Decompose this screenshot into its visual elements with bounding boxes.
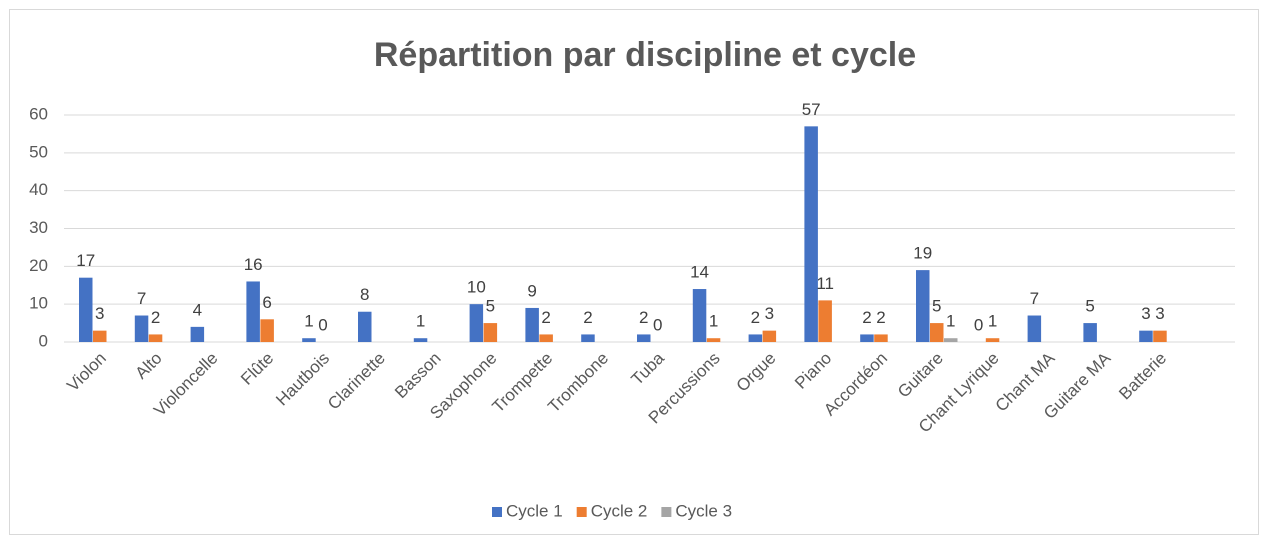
y-tick-label: 10 (29, 294, 48, 313)
value-label: 2 (876, 308, 885, 327)
bar (874, 334, 888, 342)
value-label: 2 (583, 308, 592, 327)
bar (358, 311, 372, 342)
legend-swatch (661, 507, 672, 517)
bar (748, 334, 763, 342)
value-label: 16 (244, 255, 263, 274)
legend-swatch (492, 507, 502, 517)
value-label: 5 (486, 297, 495, 316)
legend-label: Cycle 1 (506, 501, 563, 520)
chart-title: Répartition par discipline et cycle (374, 36, 916, 74)
y-tick-label: 50 (29, 142, 48, 161)
bar (762, 330, 777, 342)
bar (706, 338, 721, 342)
value-label: 1 (416, 312, 425, 331)
value-label: 2 (151, 308, 160, 327)
y-tick-label: 30 (29, 218, 48, 237)
legend-label: Cycle 2 (591, 501, 648, 520)
bar (134, 315, 149, 342)
legend-label: Cycle 3 (675, 501, 732, 520)
value-label: 5 (932, 297, 941, 316)
value-label: 8 (360, 285, 369, 304)
value-label: 7 (137, 289, 146, 308)
bar (1027, 315, 1042, 342)
value-label: 2 (541, 308, 550, 327)
value-label: 2 (639, 308, 648, 327)
chart-border (9, 9, 1259, 535)
bar (148, 334, 163, 342)
bar (79, 277, 93, 342)
value-label: 0 (318, 315, 327, 334)
bar (525, 307, 539, 342)
value-label: 2 (751, 308, 760, 327)
value-label: 1 (988, 312, 997, 331)
bar (1083, 323, 1097, 342)
bar (483, 323, 498, 342)
bar (302, 338, 316, 342)
value-label: 1 (946, 312, 955, 331)
value-label: 3 (1155, 304, 1164, 323)
bar (260, 319, 274, 342)
y-tick-label: 0 (39, 331, 48, 350)
bar (637, 334, 651, 342)
bar (985, 338, 1000, 342)
value-label: 14 (690, 263, 709, 282)
bar (93, 330, 107, 342)
bar (692, 289, 707, 342)
value-label: 17 (76, 251, 95, 270)
bar (944, 338, 958, 342)
bar (804, 126, 818, 342)
value-label: 4 (193, 300, 202, 319)
bar (539, 334, 553, 342)
bar (246, 281, 260, 342)
value-label: 7 (1030, 289, 1039, 308)
value-label: 2 (862, 308, 871, 327)
value-label: 1 (709, 312, 718, 331)
y-tick-label: 60 (29, 104, 48, 123)
bar (413, 338, 428, 342)
value-label: 3 (95, 304, 104, 323)
bar (860, 334, 874, 342)
bar (1153, 330, 1167, 342)
value-label: 0 (974, 315, 983, 334)
value-label: 3 (1141, 304, 1150, 323)
legend-swatch (576, 507, 587, 517)
value-label: 9 (527, 281, 536, 300)
bar (1139, 330, 1153, 342)
bar (930, 323, 944, 342)
bar (916, 270, 930, 342)
value-label: 0 (653, 315, 662, 334)
bar (581, 334, 595, 342)
value-label: 1 (304, 312, 313, 331)
bar (818, 300, 832, 342)
bar (469, 304, 484, 342)
bar (190, 326, 205, 342)
value-label: 3 (765, 304, 774, 323)
value-label: 57 (802, 100, 821, 119)
value-label: 11 (816, 274, 834, 293)
y-tick-label: 40 (29, 180, 48, 199)
value-label: 6 (262, 293, 271, 312)
value-label: 19 (913, 244, 932, 263)
value-label: 5 (1085, 297, 1094, 316)
y-tick-label: 20 (29, 256, 48, 275)
value-label: 10 (467, 278, 486, 297)
